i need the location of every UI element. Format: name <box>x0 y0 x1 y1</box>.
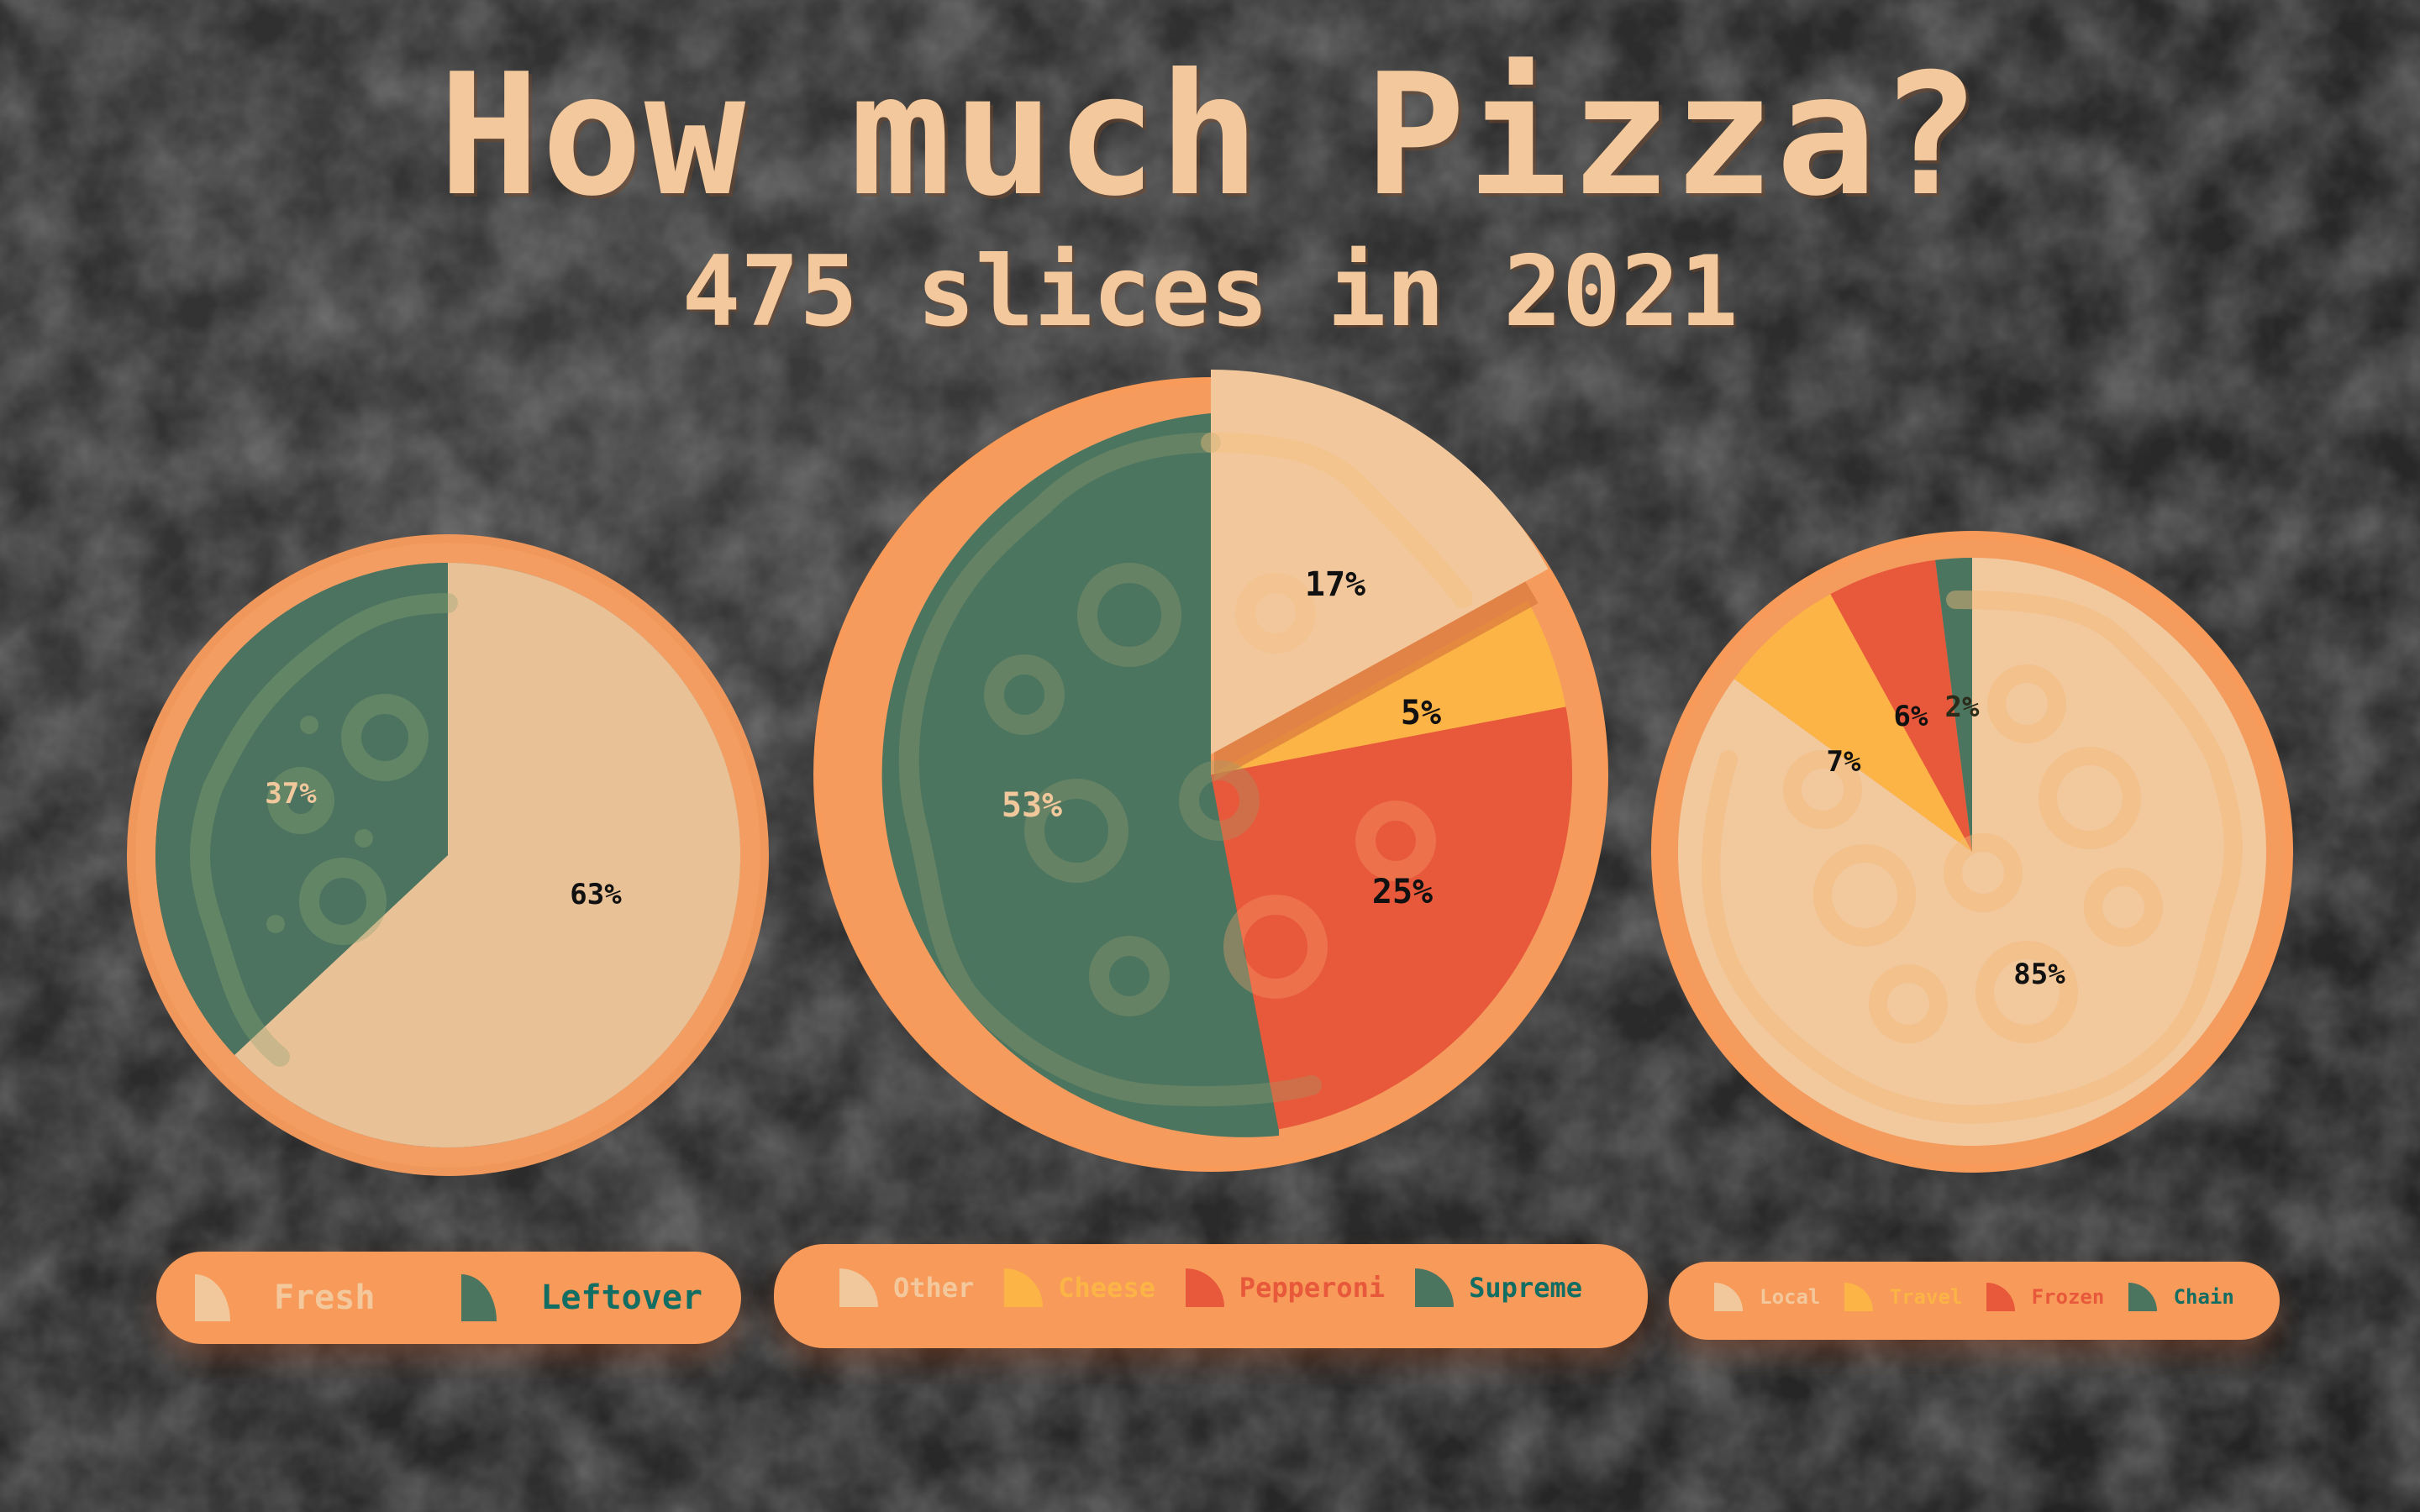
slice-icon <box>1714 1282 1744 1311</box>
pie-label-cheese: 5% <box>1401 694 1441 732</box>
pie-slice-travel[interactable] <box>1733 594 1972 852</box>
pie-label-other: 17% <box>1305 565 1365 604</box>
legend-item-cheese[interactable]: Cheese <box>1004 1268 1155 1307</box>
pie-label-pepperoni: 25% <box>1372 873 1433 911</box>
legend-item-local[interactable]: Local <box>1714 1282 1820 1311</box>
pie-chart-source: 85% 7% 6% 2% <box>1651 531 2293 1173</box>
slice-icon <box>1986 1282 2015 1311</box>
pie-slice-other[interactable] <box>1211 369 1549 754</box>
legend-item-chain[interactable]: Chain <box>2128 1282 2234 1311</box>
pie-slice-local[interactable] <box>1677 558 2266 1146</box>
pie-label-frozen: 6% <box>1894 700 1928 733</box>
slice-icon <box>1844 1282 1873 1311</box>
page-title: How much Pizza? <box>438 38 1982 234</box>
legend-item-frozen[interactable]: Frozen <box>1986 1282 2104 1311</box>
pie-slice-frozen[interactable] <box>1830 559 1972 852</box>
pie-chart-freshness: 63% 37% <box>127 534 769 1176</box>
slice-icon <box>461 1274 497 1321</box>
legend-item-other[interactable]: Other <box>839 1268 974 1307</box>
legend-type: Other Cheese Pepperoni Supreme <box>774 1244 1648 1348</box>
page-subtitle: 475 slices in 2021 <box>681 235 1739 349</box>
pie-label-chain: 2% <box>1945 690 1980 724</box>
legend-item-supreme[interactable]: Supreme <box>1415 1268 1582 1307</box>
pie-slice-pepperoni[interactable] <box>1211 706 1573 1130</box>
pizza-topping-pattern <box>190 593 458 1067</box>
slice-icon <box>1415 1268 1455 1307</box>
slice-icon <box>195 1274 230 1321</box>
legend-item-leftover[interactable]: Leftover <box>461 1274 702 1321</box>
pie-chart-type: 17% 5% 25% 53% <box>813 369 1608 1172</box>
pie-slice-leftover[interactable] <box>155 563 448 1055</box>
slice-icon <box>839 1268 878 1307</box>
pizza-topping-pattern <box>1702 591 2243 1124</box>
pie-slice-chain[interactable] <box>1935 558 1972 852</box>
legend-item-pepperoni[interactable]: Pepperoni <box>1185 1268 1385 1307</box>
slice-icon <box>2128 1282 2157 1311</box>
pie-label-fresh: 63% <box>570 878 622 911</box>
legend-item-travel[interactable]: Travel <box>1844 1282 1962 1311</box>
pie-label-travel: 7% <box>1827 745 1861 779</box>
legend-source: Local Travel Frozen Chain <box>1669 1262 2280 1340</box>
pie-label-local: 85% <box>2013 958 2065 991</box>
legend-item-fresh[interactable]: Fresh <box>195 1274 461 1321</box>
pie-label-supreme: 53% <box>1002 786 1062 825</box>
pie-label-leftover: 37% <box>265 777 317 811</box>
legend-freshness: Fresh Leftover <box>156 1252 741 1344</box>
pie-slice-fresh[interactable] <box>234 563 741 1147</box>
slice-icon <box>1185 1268 1224 1307</box>
pizza-topping-pattern <box>898 433 1473 1106</box>
slice-icon <box>1004 1268 1044 1307</box>
